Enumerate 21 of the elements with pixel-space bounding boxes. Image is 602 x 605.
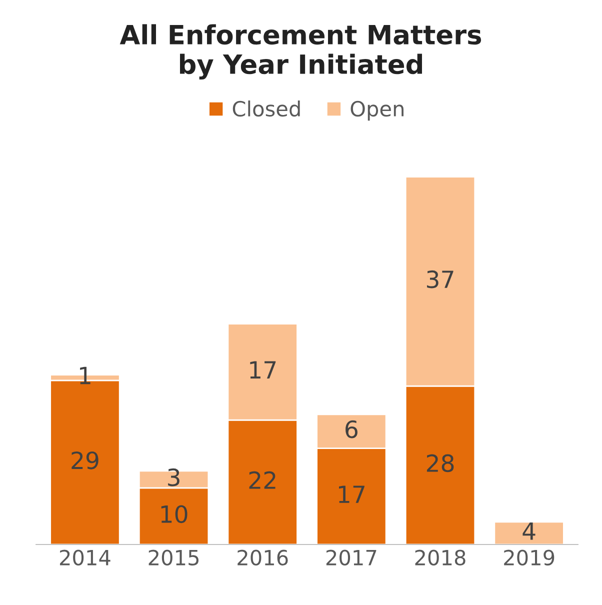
x-tick-label: 2016 bbox=[238, 550, 288, 566]
data-label: 10 bbox=[161, 505, 188, 524]
bar bbox=[494, 521, 564, 544]
chart-title: All Enforcement Matters by Year Initiated bbox=[120, 24, 482, 80]
x-tick-label: 2015 bbox=[148, 550, 198, 566]
x-tick-label: 2017 bbox=[326, 550, 376, 566]
x-tick-label: 2014 bbox=[60, 550, 110, 566]
legend-label: Closed bbox=[232, 100, 300, 117]
data-label: 17 bbox=[339, 486, 364, 503]
data-label: 4 bbox=[522, 522, 536, 540]
data-label: 22 bbox=[249, 471, 276, 489]
data-label: 1 bbox=[80, 366, 90, 384]
data-label: 17 bbox=[250, 361, 276, 378]
legend-label: Open bbox=[350, 100, 404, 121]
x-tick-label: 2018 bbox=[415, 550, 466, 566]
data-label: 3 bbox=[168, 468, 180, 486]
data-label: 37 bbox=[427, 270, 454, 288]
data-label: 6 bbox=[346, 420, 358, 438]
data-label: 28 bbox=[426, 454, 454, 472]
x-tick-label: 2019 bbox=[504, 550, 554, 566]
data-label: 29 bbox=[72, 451, 98, 470]
